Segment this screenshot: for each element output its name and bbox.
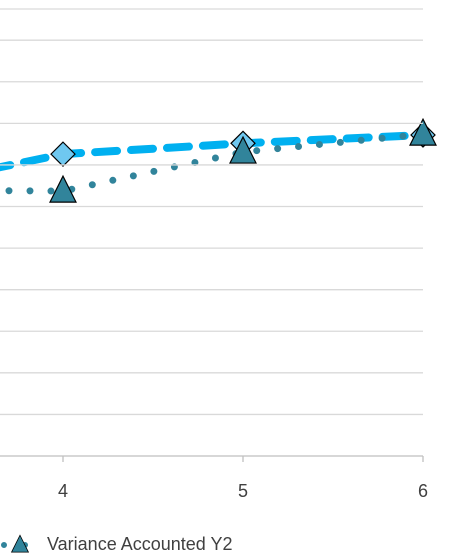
series-line [0, 130, 427, 172]
plot-area [0, 117, 437, 203]
triangle-marker [10, 534, 30, 553]
diamond-marker [50, 141, 76, 167]
x-tick-label: 6 [418, 481, 428, 501]
series-line [0, 130, 427, 195]
triangle-marker [49, 174, 77, 203]
x-tick-label: 5 [238, 481, 248, 501]
x-tick-label: 4 [58, 481, 68, 501]
triangle-marker [409, 117, 437, 146]
triangle-marker [229, 135, 257, 164]
legend-label: Variance Accounted Y2 [47, 534, 232, 554]
